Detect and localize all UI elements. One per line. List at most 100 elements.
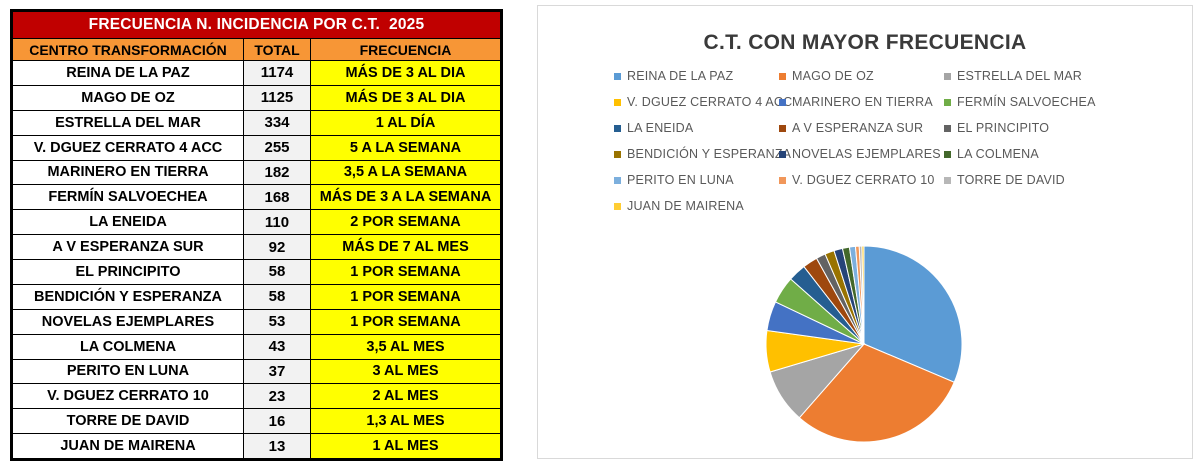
row-total-cell: 43 (243, 334, 311, 359)
legend-item: A V ESPERANZA SUR (779, 120, 944, 136)
row-total-cell: 58 (243, 284, 311, 309)
row-frequency-cell: 1 AL DÍA (311, 110, 500, 135)
legend-item: REINA DE LA PAZ (614, 68, 779, 84)
legend-item: MAGO DE OZ (779, 68, 944, 84)
legend-item: LA COLMENA (944, 146, 1109, 162)
row-name-cell: PERITO EN LUNA (13, 359, 243, 384)
row-name-cell: EL PRINCIPITO (13, 260, 243, 284)
legend-swatch (779, 150, 786, 158)
table-row: NOVELAS EJEMPLARES 53 1 POR SEMANA (13, 309, 500, 335)
row-name-cell: V. DGUEZ CERRATO 10 (13, 384, 243, 409)
row-frequency-cell: 5 A LA SEMANA (311, 135, 500, 160)
table-row: REINA DE LA PAZ 1174 MÁS DE 3 AL DIA (13, 61, 500, 86)
row-total-cell: 16 (243, 409, 311, 434)
pie-slice (798, 343, 955, 443)
row-frequency-cell: MÁS DE 7 AL MES (311, 235, 500, 259)
table-row: MARINERO EN TIERRA 182 3,5 A LA SEMANA (13, 160, 500, 186)
pie-slice (861, 245, 865, 345)
legend-item: LA ENEIDA (614, 120, 779, 136)
row-frequency-cell: MÁS DE 3 AL DIA (311, 61, 500, 85)
legend-label: V. DGUEZ CERRATO 4 ACC (627, 95, 793, 109)
row-total-cell: 255 (243, 135, 311, 160)
legend-label: BENDICIÓN Y ESPERANZA (627, 147, 792, 161)
row-frequency-cell: 1 POR SEMANA (311, 284, 500, 309)
row-total-cell: 1125 (243, 85, 311, 110)
legend-label: EL PRINCIPITO (957, 121, 1050, 135)
row-total-cell: 53 (243, 309, 311, 334)
table-row: V. DGUEZ CERRATO 10 23 2 AL MES (13, 384, 500, 410)
legend-swatch (944, 72, 951, 80)
row-name-cell: MAGO DE OZ (13, 85, 243, 110)
legend-item: MARINERO EN TIERRA (779, 94, 944, 110)
row-frequency-cell: 1,3 AL MES (311, 409, 500, 434)
table-row: MAGO DE OZ 1125 MÁS DE 3 AL DIA (13, 85, 500, 111)
table-row: TORRE DE DAVID 16 1,3 AL MES (13, 409, 500, 435)
row-total-cell: 37 (243, 359, 311, 384)
legend-item: V. DGUEZ CERRATO 4 ACC (614, 94, 792, 110)
row-frequency-cell: 3 AL MES (311, 359, 500, 384)
legend-swatch (779, 176, 786, 184)
row-total-cell: 334 (243, 110, 311, 135)
row-total-cell: 92 (243, 235, 311, 259)
row-name-cell: MARINERO EN TIERRA (13, 160, 243, 185)
row-name-cell: REINA DE LA PAZ (13, 61, 243, 85)
row-name-cell: BENDICIÓN Y ESPERANZA (13, 284, 243, 309)
chart-legend: REINA DE LA PAZ MAGO DE OZ ESTRELLA DEL MA… (614, 68, 1134, 214)
legend-swatch (779, 72, 786, 80)
legend-item: FERMÍN SALVOECHEA (944, 94, 1109, 110)
legend-swatch (944, 150, 951, 158)
pie-slice (863, 245, 963, 383)
row-frequency-cell: 1 POR SEMANA (311, 260, 500, 284)
table-row: JUAN DE MAIRENA 13 1 AL MES (13, 434, 500, 458)
table-body: REINA DE LA PAZ 1174 MÁS DE 3 AL DIA MAGO D… (13, 61, 500, 458)
legend-swatch (614, 150, 621, 158)
row-frequency-cell: MÁS DE 3 AL DIA (311, 85, 500, 110)
row-name-cell: LA COLMENA (13, 334, 243, 359)
legend-label: ESTRELLA DEL MAR (957, 69, 1083, 83)
legend-swatch (779, 98, 786, 106)
row-name-cell: NOVELAS EJEMPLARES (13, 309, 243, 334)
legend-label: TORRE DE DAVID (957, 173, 1065, 187)
legend-swatch (614, 72, 621, 80)
legend-item: PERITO EN LUNA (614, 172, 779, 188)
legend-swatch (779, 124, 786, 132)
row-total-cell: 23 (243, 384, 311, 409)
table-row: A V ESPERANZA SUR 92 MÁS DE 7 AL MES (13, 235, 500, 260)
row-frequency-cell: 2 POR SEMANA (311, 210, 500, 235)
legend-swatch (614, 124, 621, 132)
row-name-cell: FERMÍN SALVOECHEA (13, 185, 243, 210)
legend-item: TORRE DE DAVID (944, 172, 1109, 188)
table-row: LA ENEIDA 110 2 POR SEMANA (13, 210, 500, 236)
table-title: FRECUENCIA N. INCIDENCIA POR C.T. 2025 (13, 12, 500, 39)
header-frequency: FRECUENCIA (359, 41, 452, 58)
legend-label: MARINERO EN TIERRA (792, 95, 933, 109)
legend-item: EL PRINCIPITO (944, 120, 1109, 136)
header-total: TOTAL (243, 39, 311, 60)
legend-swatch (614, 98, 621, 106)
legend-swatch (944, 124, 951, 132)
row-frequency-cell: 2 AL MES (311, 384, 500, 409)
legend-label: A V ESPERANZA SUR (792, 121, 924, 135)
table-row: LA COLMENA 43 3,5 AL MES (13, 334, 500, 360)
legend-label: REINA DE LA PAZ (627, 69, 734, 83)
legend-label: LA COLMENA (957, 147, 1039, 161)
row-name-cell: A V ESPERANZA SUR (13, 235, 243, 259)
legend-label: MAGO DE OZ (792, 69, 874, 83)
legend-label: LA ENEIDA (627, 121, 694, 135)
legend-item: V. DGUEZ CERRATO 10 (779, 172, 944, 188)
table-row: V. DGUEZ CERRATO 4 ACC 255 5 A LA SEMANA (13, 135, 500, 161)
row-name-cell: TORRE DE DAVID (13, 409, 243, 434)
legend-item: BENDICIÓN Y ESPERANZA (614, 146, 791, 162)
legend-label: NOVELAS EJEMPLARES (792, 147, 941, 161)
row-frequency-cell: 1 AL MES (311, 434, 500, 458)
row-total-cell: 168 (243, 185, 311, 210)
row-total-cell: 13 (243, 434, 311, 458)
pie-chart-panel: C.T. CON MAYOR FRECUENCIA REINA DE LA PA… (537, 5, 1193, 459)
row-frequency-cell: MÁS DE 3 A LA SEMANA (311, 185, 500, 210)
chart-title: C.T. CON MAYOR FRECUENCIA (703, 31, 1027, 54)
legend-swatch (614, 176, 621, 184)
row-total-cell: 58 (243, 260, 311, 284)
row-frequency-cell: 3,5 A LA SEMANA (311, 160, 500, 185)
row-name-cell: JUAN DE MAIRENA (13, 434, 243, 458)
row-name-cell: LA ENEIDA (13, 210, 243, 235)
